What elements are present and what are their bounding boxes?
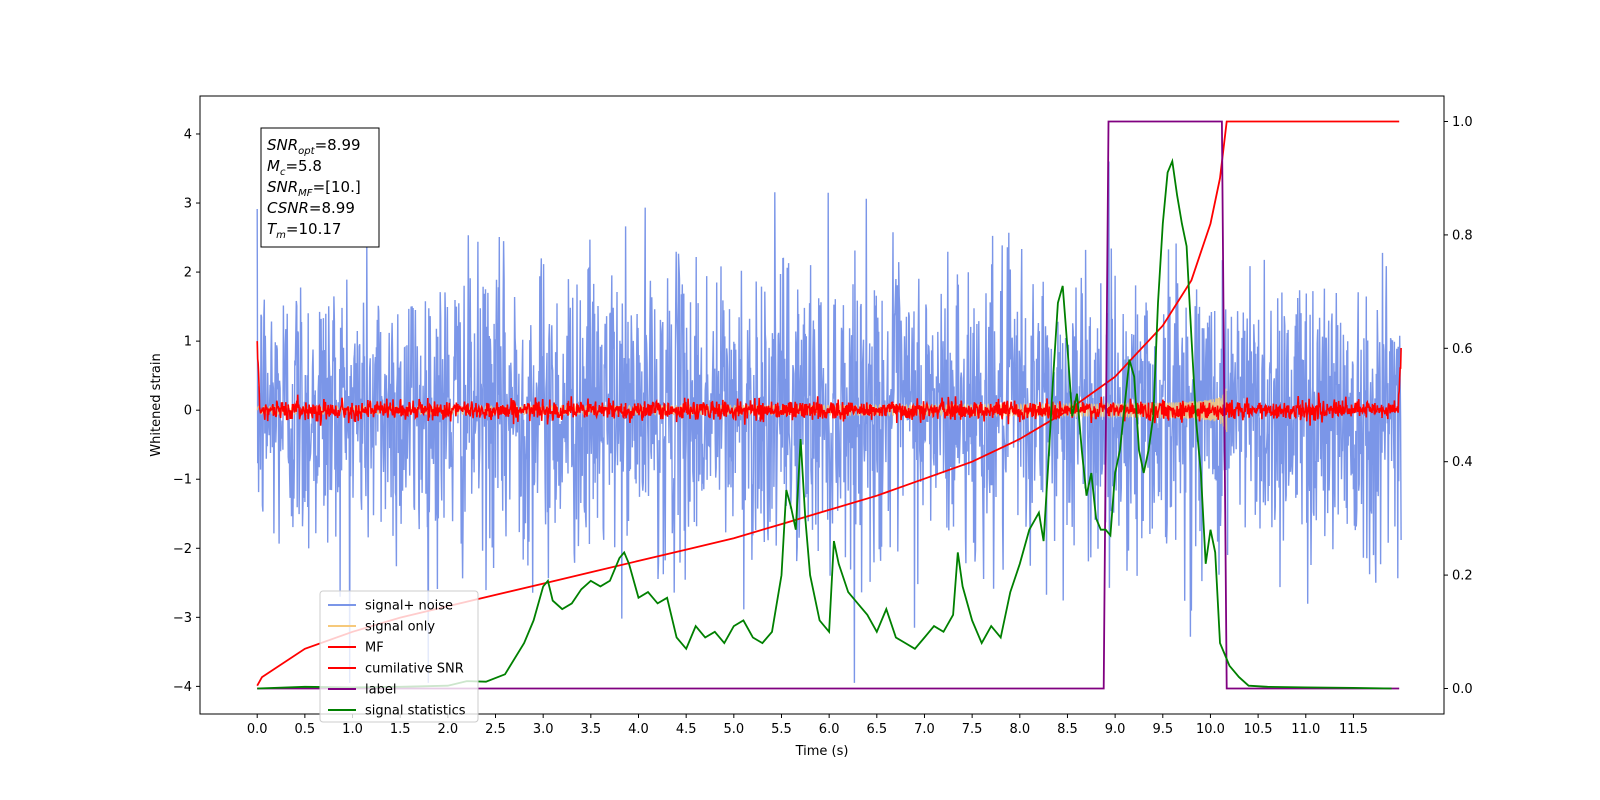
y-tick-label: 3 bbox=[184, 197, 192, 212]
legend-frame bbox=[319, 590, 479, 723]
annotation-line: Mc=5.8 bbox=[267, 157, 322, 178]
x-tick-label: 1.5 bbox=[390, 722, 411, 737]
x-tick-label: 4.0 bbox=[628, 722, 649, 737]
annotation-line: CSNR=8.99 bbox=[267, 199, 355, 217]
legend-entry: signal+ noise bbox=[365, 599, 453, 614]
x-tick-label: 11.0 bbox=[1291, 722, 1320, 737]
y-tick-label: 1 bbox=[184, 335, 192, 350]
y-axis-right: 0.0 0.2 0.4 0.6 0.8 1.0 bbox=[1444, 115, 1473, 697]
x-tick-label: 5.0 bbox=[723, 722, 744, 737]
y-tick-label: −3 bbox=[173, 611, 192, 626]
x-axis: 0.0 0.5 1.0 1.5 2.0 2.5 3.0 3.5 4.0 4.5 5.0 5.5 6.0 6… bbox=[247, 714, 1368, 737]
annotation-line: SNRMF=[10.] bbox=[267, 178, 361, 199]
x-tick-label: 7.0 bbox=[914, 722, 935, 737]
y-axis-label: Whitened strain bbox=[149, 353, 164, 456]
x-tick-label: 2.5 bbox=[485, 722, 506, 737]
x-tick-label: 4.5 bbox=[676, 722, 697, 737]
x-tick-label: 9.0 bbox=[1105, 722, 1126, 737]
y2-tick-label: 0.0 bbox=[1452, 682, 1473, 697]
x-tick-label: 2.0 bbox=[438, 722, 459, 737]
y2-tick-label: 0.6 bbox=[1452, 342, 1473, 357]
x-axis-label: Time (s) bbox=[795, 744, 849, 759]
annotation-line: SNRopt=8.99 bbox=[267, 136, 361, 157]
legend-entry: signal statistics bbox=[365, 704, 466, 719]
y-tick-label: 2 bbox=[184, 266, 192, 281]
x-tick-label: 10.5 bbox=[1244, 722, 1273, 737]
series-mf-line bbox=[256, 341, 1402, 426]
y-tick-label: 4 bbox=[184, 127, 192, 142]
y2-tick-label: 0.4 bbox=[1452, 455, 1473, 470]
x-tick-label: 5.5 bbox=[771, 722, 792, 737]
y2-tick-label: 1.0 bbox=[1452, 115, 1473, 130]
x-tick-label: 11.5 bbox=[1339, 722, 1368, 737]
y2-tick-label: 0.2 bbox=[1452, 569, 1473, 584]
y-tick-label: 0 bbox=[184, 404, 192, 419]
x-tick-label: 10.0 bbox=[1196, 722, 1225, 737]
series-signal-statistics-line bbox=[257, 157, 1392, 690]
series-label-line bbox=[257, 120, 1400, 690]
x-tick-label: 8.5 bbox=[1057, 722, 1078, 737]
x-tick-label: 6.5 bbox=[866, 722, 887, 737]
y-tick-label: −4 bbox=[173, 680, 192, 695]
legend-entry: MF bbox=[365, 641, 384, 656]
plot-frame bbox=[199, 95, 1445, 715]
annotation-line: Tm=10.17 bbox=[267, 220, 341, 241]
legend-entry: label bbox=[365, 683, 396, 698]
legend-entry: signal only bbox=[365, 620, 435, 635]
x-tick-label: 1.0 bbox=[342, 722, 363, 737]
x-tick-label: 3.5 bbox=[580, 722, 601, 737]
x-tick-label: 6.0 bbox=[819, 722, 840, 737]
x-tick-label: 0.0 bbox=[247, 722, 268, 737]
y-axis-left: −4 −3 −2 −1 0 1 2 3 4 bbox=[173, 127, 200, 695]
legend-entry: cumilative SNR bbox=[365, 662, 464, 677]
legend: signal+ noise signal only MF cumilative SNR… bbox=[319, 590, 479, 723]
annotation-frame bbox=[260, 127, 380, 248]
x-tick-label: 3.0 bbox=[533, 722, 554, 737]
y-tick-label: −2 bbox=[173, 542, 192, 557]
series-signal-noise-line bbox=[256, 161, 1402, 683]
y2-tick-label: 0.8 bbox=[1452, 228, 1473, 243]
x-tick-label: 7.5 bbox=[962, 722, 983, 737]
y-tick-label: −1 bbox=[173, 473, 192, 488]
x-tick-label: 8.0 bbox=[1009, 722, 1030, 737]
x-tick-label: 0.5 bbox=[295, 722, 316, 737]
x-tick-label: 9.5 bbox=[1152, 722, 1173, 737]
